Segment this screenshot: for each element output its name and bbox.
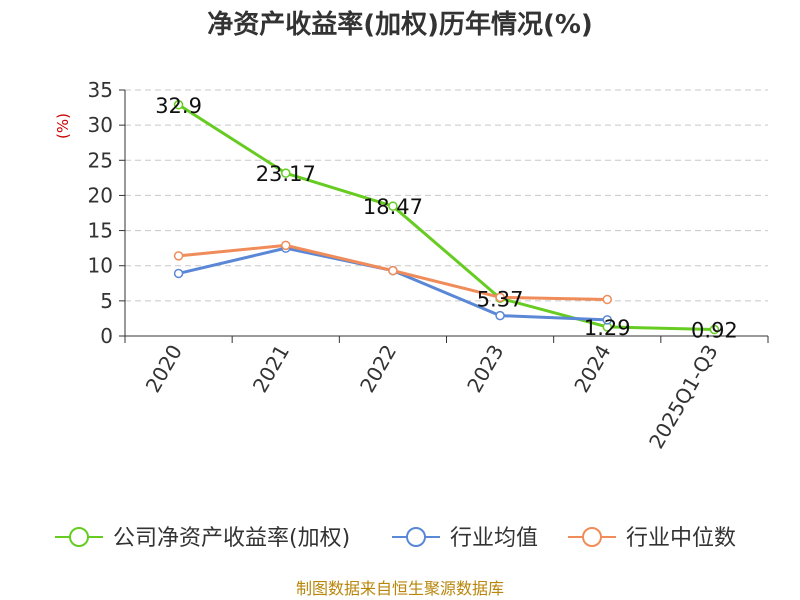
point-s1-4 [602, 315, 612, 325]
series-group [173, 100, 720, 335]
x-tick-label-2020: 2020 [141, 341, 187, 397]
data-label-0: 32.9 [155, 94, 202, 118]
data-label-1: 23.17 [256, 162, 316, 186]
legend: 公司净资产收益率(加权) 行业均值 行业中位数 [55, 526, 736, 551]
legend-marker-1 [406, 527, 426, 547]
data-labels: 32.9 23.17 18.47 5.37 1.29 0.92 [155, 94, 738, 343]
y-axis-label: (%) [54, 113, 72, 139]
data-label-4: 1.29 [584, 316, 631, 340]
y-tick-label-30: 30 [88, 113, 113, 137]
data-label-3: 5.37 [477, 287, 524, 311]
y-tick-label-15: 15 [88, 219, 113, 243]
point-s0-2 [388, 201, 398, 211]
data-label-2: 18.47 [363, 195, 423, 219]
legend-label-2: 行业中位数 [626, 526, 736, 551]
x-tick-label-2022: 2022 [355, 341, 401, 397]
chart-title: 净资产收益率(加权)历年情况(%) [207, 9, 593, 40]
legend-marker-0 [69, 527, 89, 547]
point-s2-2 [388, 265, 398, 276]
x-tick-label-2023: 2023 [462, 341, 508, 397]
point-s2-4 [602, 294, 612, 305]
y-tick-label-10: 10 [88, 254, 113, 278]
y-tick-label-20: 20 [88, 183, 113, 207]
point-s0-0 [173, 100, 184, 110]
grid [125, 89, 768, 302]
data-label-5: 0.92 [691, 319, 738, 343]
y-tick-label-0: 0 [100, 324, 113, 348]
point-s1-3 [495, 310, 505, 321]
point-s2-3 [495, 292, 505, 303]
point-s2-1 [281, 240, 291, 251]
point-s0-5 [709, 324, 720, 335]
y-tick-label-5: 5 [100, 289, 113, 313]
y-tick-label-35: 35 [88, 78, 113, 102]
legend-marker-2 [582, 527, 602, 547]
source-note: 制图数据来自恒生聚源数据库 [296, 579, 504, 598]
x-tick-label-2025Q1-Q3: 2025Q1-Q3 [644, 341, 723, 453]
series-line-0 [177, 103, 715, 332]
point-s2-0 [173, 251, 184, 261]
legend-label-1: 行业均值 [450, 526, 538, 551]
y-tick-label-25: 25 [88, 148, 113, 172]
x-tick-label-2024: 2024 [569, 341, 615, 397]
point-s0-1 [281, 168, 291, 178]
point-s1-0 [173, 268, 184, 279]
legend-label-0: 公司净资产收益率(加权) [113, 526, 350, 551]
x-tick-label-2021: 2021 [248, 341, 294, 397]
